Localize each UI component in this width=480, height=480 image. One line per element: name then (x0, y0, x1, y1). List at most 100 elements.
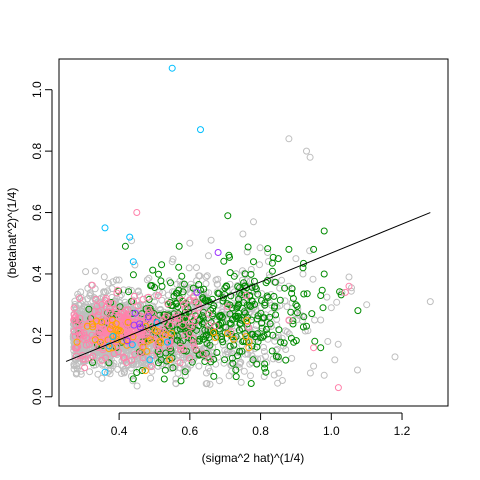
data-point-green (225, 251, 233, 259)
data-point-gray (391, 353, 399, 361)
data-point-gray (103, 351, 110, 359)
data-point-green (253, 330, 261, 338)
data-point-gray (345, 273, 353, 281)
data-point-green (317, 344, 325, 352)
data-point-green (200, 335, 208, 343)
data-point-green (175, 242, 183, 250)
data-point-orange (89, 323, 97, 331)
data-point-gray (271, 337, 279, 345)
data-point-gray (275, 369, 283, 377)
data-point-gray (256, 244, 264, 252)
data-point-cyan (168, 64, 176, 72)
data-point-green (249, 356, 257, 364)
data-point-pink (180, 345, 188, 353)
data-point-cyan (129, 258, 137, 266)
data-point-gray (275, 334, 283, 342)
data-point-gray (247, 266, 255, 273)
data-point-gray (310, 362, 318, 370)
data-point-pink (192, 345, 200, 353)
data-point-pink (80, 332, 88, 339)
data-point-gray (298, 312, 306, 320)
data-point-purple (193, 288, 201, 296)
data-point-green (138, 367, 146, 374)
data-point-green (319, 304, 327, 312)
data-point-pink (75, 322, 83, 330)
data-point-pink (188, 314, 196, 321)
data-point-green (155, 359, 162, 367)
data-point-orange (147, 336, 155, 344)
data-point-pink (130, 292, 138, 300)
data-point-green (263, 292, 271, 300)
data-point-pink (334, 384, 342, 392)
data-point-gray (70, 325, 78, 333)
data-point-gray (100, 273, 108, 281)
data-point-gray (281, 297, 289, 305)
data-point-pink (189, 335, 197, 342)
data-point-pink (85, 340, 93, 348)
data-point-green (264, 293, 272, 301)
data-point-orange (224, 330, 231, 338)
data-point-gray (195, 362, 203, 370)
data-point-green (246, 291, 254, 299)
data-point-green (277, 338, 285, 346)
data-point-orange (210, 329, 218, 336)
data-point-pink (79, 355, 87, 363)
data-point-gray (72, 361, 80, 369)
data-point-green (253, 360, 261, 368)
data-point-pink (147, 363, 155, 371)
data-point-gray (267, 310, 275, 318)
data-point-green (257, 297, 265, 304)
data-point-orange (139, 343, 147, 351)
data-point-gray (299, 270, 307, 278)
data-point-pink (144, 293, 152, 301)
data-point-gray (181, 372, 189, 379)
data-point-green (217, 311, 225, 319)
data-point-pink (310, 344, 318, 352)
data-point-gray (278, 276, 286, 284)
data-point-green (271, 278, 279, 286)
data-point-gray (317, 316, 325, 324)
data-point-green (272, 311, 280, 319)
data-point-green (179, 288, 187, 296)
data-point-green (235, 300, 243, 308)
data-point-green (289, 317, 297, 325)
data-point-green (149, 266, 157, 274)
data-point-pink (88, 331, 96, 339)
data-point-gray (205, 289, 213, 297)
data-point-green (293, 302, 301, 310)
data-point-green (262, 368, 270, 376)
data-point-gray (206, 380, 214, 388)
data-point-green (238, 316, 245, 324)
data-point-gray (327, 304, 335, 312)
data-point-green (215, 290, 223, 298)
y-tick-label: 0.8 (30, 142, 44, 159)
data-point-orange (243, 317, 251, 325)
data-point-gray (147, 374, 155, 382)
data-point-green (261, 299, 269, 307)
data-point-gray (243, 248, 251, 256)
data-point-pink (179, 321, 187, 329)
data-point-orange (108, 316, 116, 324)
data-point-green (247, 303, 255, 310)
data-point-gray (248, 352, 256, 360)
data-point-gray (203, 272, 211, 280)
data-point-pink (75, 331, 83, 339)
data-point-green (129, 375, 137, 383)
data-point-purple (136, 323, 144, 331)
data-point-gray (240, 367, 248, 375)
data-point-gray (77, 370, 85, 378)
data-point-gray (193, 277, 201, 285)
data-point-cyan (105, 342, 113, 350)
y-tick-label: 0.0 (30, 388, 44, 405)
data-point-gray (114, 365, 122, 373)
data-point-pink (87, 354, 94, 362)
data-point-pink (164, 300, 172, 308)
data-point-green (195, 351, 203, 359)
data-point-gray (158, 296, 166, 304)
data-point-green (300, 313, 308, 321)
data-point-cyan (128, 341, 136, 349)
data-point-gray (264, 258, 272, 265)
data-point-green (274, 353, 282, 361)
data-point-pink (186, 354, 194, 362)
data-point-green (160, 375, 168, 383)
